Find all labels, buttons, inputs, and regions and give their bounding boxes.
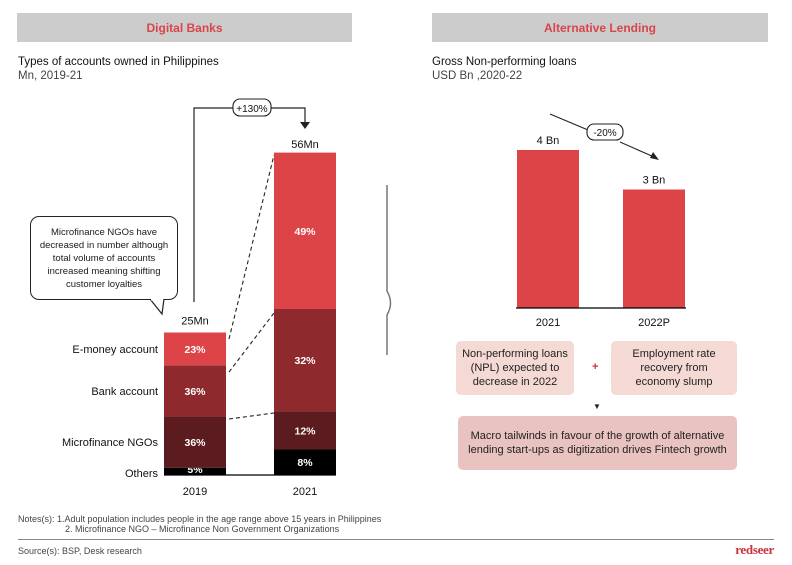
dashed-connector-low	[228, 412, 275, 420]
npl-bar-chart: 4 Bn 2021 3 Bn 2022P -20%	[516, 113, 686, 329]
right-chart-title: Gross Non-performing loans	[432, 56, 577, 68]
segment-label: 32%	[294, 355, 316, 367]
x-tick-label: 2019	[183, 486, 207, 498]
bar-segment-microfinance-ngos-2019	[164, 416, 226, 468]
callout-tail	[150, 298, 165, 316]
growth-badge	[232, 98, 272, 117]
segment-label: 36%	[184, 437, 206, 449]
bar-total-label: 25Mn	[181, 316, 209, 328]
panel-divider	[386, 185, 392, 355]
notes: Notes(s): 1.Adult population includes pe…	[18, 514, 381, 534]
bar-segment-others-2021	[274, 449, 336, 475]
microfinance-callout: Microfinance NGOs have decreased in numb…	[30, 216, 178, 300]
note-1: 1.Adult population includes people in th…	[57, 514, 382, 524]
growth-arrow-head	[300, 122, 310, 129]
alternative-lending-header: Alternative Lending	[432, 13, 768, 42]
npl-expectation-box: Non-performing loans (NPL) expected to d…	[456, 341, 574, 395]
notes-label: Notes(s):	[18, 514, 55, 524]
down-arrow-icon: ▼	[593, 402, 601, 411]
right-chart-subtitle: USD Bn ,2020-22	[432, 70, 523, 82]
npl-change-badge	[586, 123, 624, 141]
npl-value-label: 3 Bn	[643, 175, 666, 187]
left-chart-title: Types of accounts owned in Philippines	[18, 56, 219, 68]
segment-label: 36%	[184, 386, 206, 398]
dashed-connector-mid	[228, 312, 275, 373]
accounts-stacked-bar-chart: 5%36%36%23%25Mn20198%12%32%49%56Mn2021Ot…	[62, 98, 336, 498]
macro-tailwinds-box: Macro tailwinds in favour of the growth …	[458, 416, 737, 470]
legend-label-bank-account: Bank account	[91, 386, 158, 398]
x-tick-label: 2021	[293, 486, 317, 498]
redseer-logo: redseer	[735, 542, 774, 557]
npl-arrow-head	[650, 152, 659, 160]
npl-trend-line-1	[549, 113, 589, 131]
digital-banks-header: Digital Banks	[17, 13, 352, 42]
bar-segment-microfinance-ngos-2021	[274, 411, 336, 450]
npl-value-label: 4 Bn	[537, 135, 560, 147]
footer-divider	[18, 539, 774, 540]
npl-trend-line-2	[619, 141, 655, 158]
legend-label-others: Others	[125, 468, 159, 480]
employment-recovery-box: Employment rate recovery from economy sl…	[611, 341, 737, 395]
source-text: Source(s): BSP, Desk research	[18, 546, 142, 556]
segment-label: 8%	[297, 457, 313, 469]
npl-bar-2021	[517, 150, 579, 308]
bar-total-label: 56Mn	[291, 139, 319, 151]
plus-sign: +	[592, 361, 599, 373]
bar-segment-e-money-account-2019	[164, 332, 226, 366]
bar-segment-bank-account-2021	[274, 309, 336, 412]
npl-x-tick-label: 2021	[536, 317, 560, 329]
note-2: 2. Microfinance NGO – Microfinance Non G…	[65, 524, 340, 534]
bar-segment-e-money-account-2021	[274, 152, 336, 310]
npl-x-tick-label: 2022P	[638, 317, 670, 329]
npl-bar-2022P	[623, 189, 685, 308]
left-chart-subtitle: Mn, 2019-21	[18, 70, 83, 82]
dashed-connector-top	[228, 154, 275, 340]
segment-label: 12%	[294, 425, 316, 437]
segment-label: 23%	[184, 344, 206, 356]
segment-label: 49%	[294, 226, 316, 238]
growth-badge-label: +130%	[236, 104, 268, 115]
npl-change-label: -20%	[593, 128, 616, 139]
legend-label-e-money-account: E-money account	[72, 344, 158, 356]
bar-segment-bank-account-2019	[164, 365, 226, 417]
legend-label-microfinance-ngos: Microfinance NGOs	[62, 437, 158, 449]
bar-segment-others-2019	[164, 467, 226, 475]
growth-bracket-line	[193, 107, 306, 302]
